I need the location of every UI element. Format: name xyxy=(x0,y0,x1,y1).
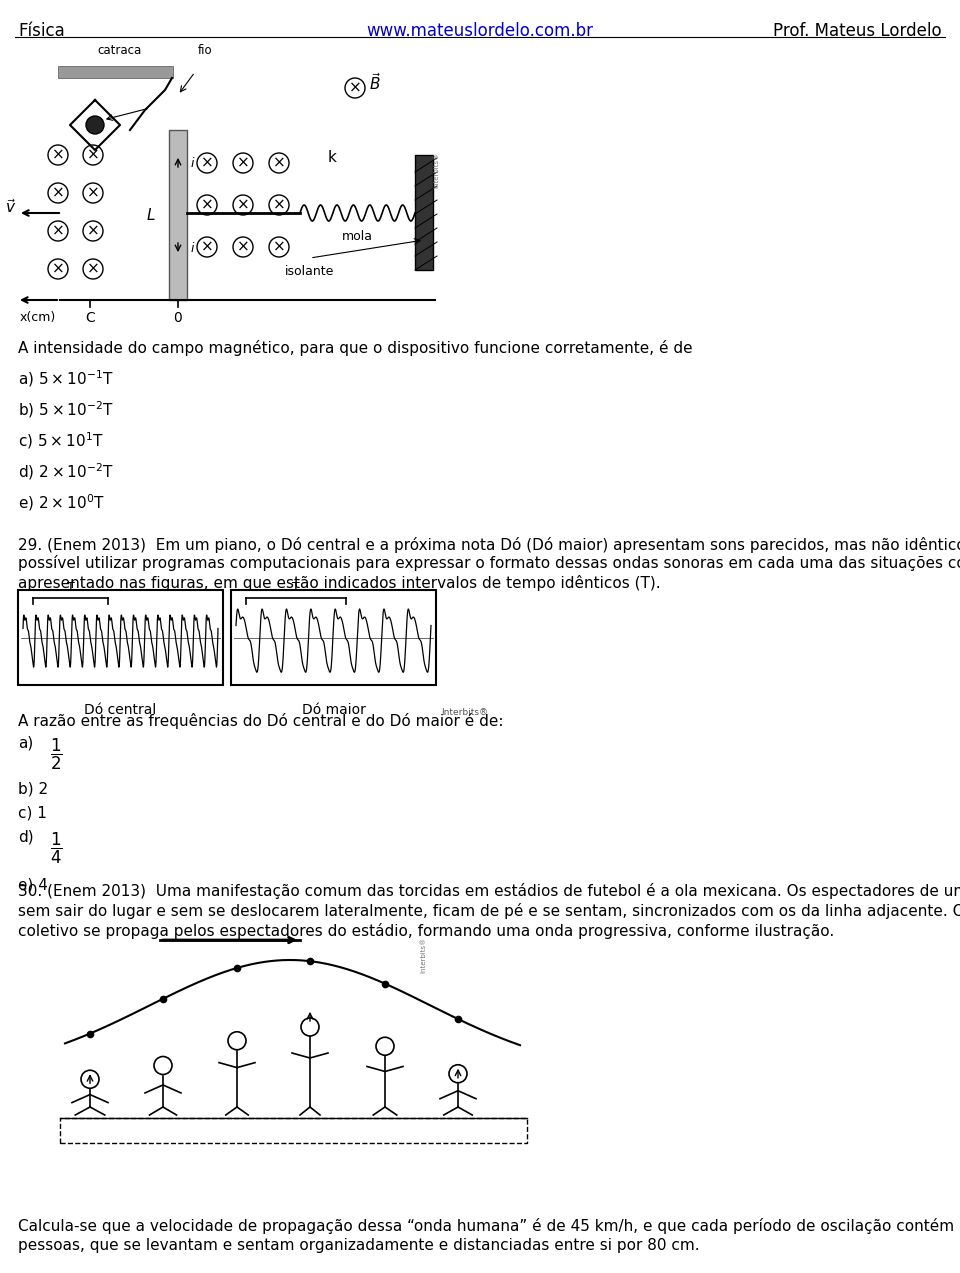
Text: ×: × xyxy=(236,155,250,171)
Text: $\dfrac{1}{4}$: $\dfrac{1}{4}$ xyxy=(50,831,62,866)
Text: A intensidade do campo magnético, para que o dispositivo funcione corretamente, : A intensidade do campo magnético, para q… xyxy=(18,340,692,356)
Text: coletivo se propaga pelos espectadores do estádio, formando uma onda progressiva: coletivo se propaga pelos espectadores d… xyxy=(18,923,834,939)
Text: isolante: isolante xyxy=(285,265,335,278)
Text: apresentado nas figuras, em que estão indicados intervalos de tempo idênticos (T: apresentado nas figuras, em que estão in… xyxy=(18,575,660,591)
Bar xyxy=(231,589,436,685)
Text: pessoas, que se levantam e sentam organizadamente e distanciadas entre si por 80: pessoas, que se levantam e sentam organi… xyxy=(18,1239,700,1253)
Text: ×: × xyxy=(52,261,64,276)
Bar xyxy=(169,130,187,300)
Text: d): d) xyxy=(18,829,34,844)
Text: ×: × xyxy=(201,197,213,213)
Text: A razão entre as frequências do Dó central e do Dó maior é de:: A razão entre as frequências do Dó centr… xyxy=(18,713,503,729)
Text: ×: × xyxy=(273,239,285,255)
Text: a) $5\times10^{-1}$T: a) $5\times10^{-1}$T xyxy=(18,368,113,388)
Bar xyxy=(60,1118,527,1143)
Text: $\vec{v}$: $\vec{v}$ xyxy=(5,199,16,216)
Text: x(cm): x(cm) xyxy=(20,311,57,325)
Text: $\vec{B}$: $\vec{B}$ xyxy=(369,73,381,93)
Text: 0: 0 xyxy=(174,311,182,325)
Circle shape xyxy=(86,116,104,134)
Text: $i$: $i$ xyxy=(190,241,196,255)
Text: $L$: $L$ xyxy=(147,207,156,223)
Text: ×: × xyxy=(201,155,213,171)
Text: T: T xyxy=(292,580,300,594)
Text: Dó central: Dó central xyxy=(84,703,156,717)
Text: c) 1: c) 1 xyxy=(18,805,47,820)
Text: possível utilizar programas computacionais para expressar o formato dessas ondas: possível utilizar programas computaciona… xyxy=(18,555,960,572)
Text: 30. (Enem 2013)  Uma manifestação comum das torcidas em estádios de futebol é a : 30. (Enem 2013) Uma manifestação comum d… xyxy=(18,883,960,899)
Text: 29. (Enem 2013)  Em um piano, o Dó central e a próxima nota Dó (Dó maior) aprese: 29. (Enem 2013) Em um piano, o Dó centra… xyxy=(18,535,960,552)
Text: Física: Física xyxy=(18,22,64,39)
Text: ×: × xyxy=(201,239,213,255)
Text: ×: × xyxy=(52,186,64,201)
Text: c) $5\times10^{1}$T: c) $5\times10^{1}$T xyxy=(18,430,104,451)
Text: catraca: catraca xyxy=(98,45,142,57)
Text: e) 4: e) 4 xyxy=(18,878,48,892)
Text: ×: × xyxy=(52,148,64,163)
Bar xyxy=(18,589,223,685)
Text: e) $2\times10^{0}$T: e) $2\times10^{0}$T xyxy=(18,491,105,513)
Text: $\dfrac{1}{2}$: $\dfrac{1}{2}$ xyxy=(50,737,62,773)
Text: www.mateuslordelo.com.br: www.mateuslordelo.com.br xyxy=(367,22,593,39)
Text: ×: × xyxy=(86,186,100,201)
Text: C: C xyxy=(85,311,95,325)
Text: ×: × xyxy=(236,239,250,255)
Text: ×: × xyxy=(273,197,285,213)
Text: T: T xyxy=(66,580,74,594)
Text: Prof. Mateus Lordelo: Prof. Mateus Lordelo xyxy=(774,22,942,39)
Text: ×: × xyxy=(348,80,361,95)
Text: a): a) xyxy=(18,735,34,750)
Text: ×: × xyxy=(273,155,285,171)
Text: d) $2\times10^{-2}$T: d) $2\times10^{-2}$T xyxy=(18,461,114,481)
Text: mola: mola xyxy=(342,230,372,243)
Text: ×: × xyxy=(52,224,64,238)
Text: $i$: $i$ xyxy=(190,157,196,171)
Bar xyxy=(58,66,173,78)
Text: ×: × xyxy=(86,224,100,238)
Text: b) $5\times10^{-2}$T: b) $5\times10^{-2}$T xyxy=(18,398,114,420)
Text: Calcula-se que a velocidade de propagação dessa “onda humana” é de 45 km/h, e qu: Calcula-se que a velocidade de propagaçã… xyxy=(18,1218,960,1234)
Text: fio: fio xyxy=(198,45,212,57)
Text: ×: × xyxy=(86,148,100,163)
Bar xyxy=(415,155,433,270)
Text: Interbits®: Interbits® xyxy=(433,151,439,188)
Text: sem sair do lugar e sem se deslocarem lateralmente, ficam de pé e se sentam, sin: sem sair do lugar e sem se deslocarem la… xyxy=(18,903,960,919)
Text: k: k xyxy=(327,150,336,165)
Text: b) 2: b) 2 xyxy=(18,782,48,796)
Text: ×: × xyxy=(86,261,100,276)
Text: Interbits®: Interbits® xyxy=(441,708,488,717)
Text: Interbits®: Interbits® xyxy=(420,937,426,973)
Text: Dó maior: Dó maior xyxy=(301,703,366,717)
Text: ×: × xyxy=(236,197,250,213)
